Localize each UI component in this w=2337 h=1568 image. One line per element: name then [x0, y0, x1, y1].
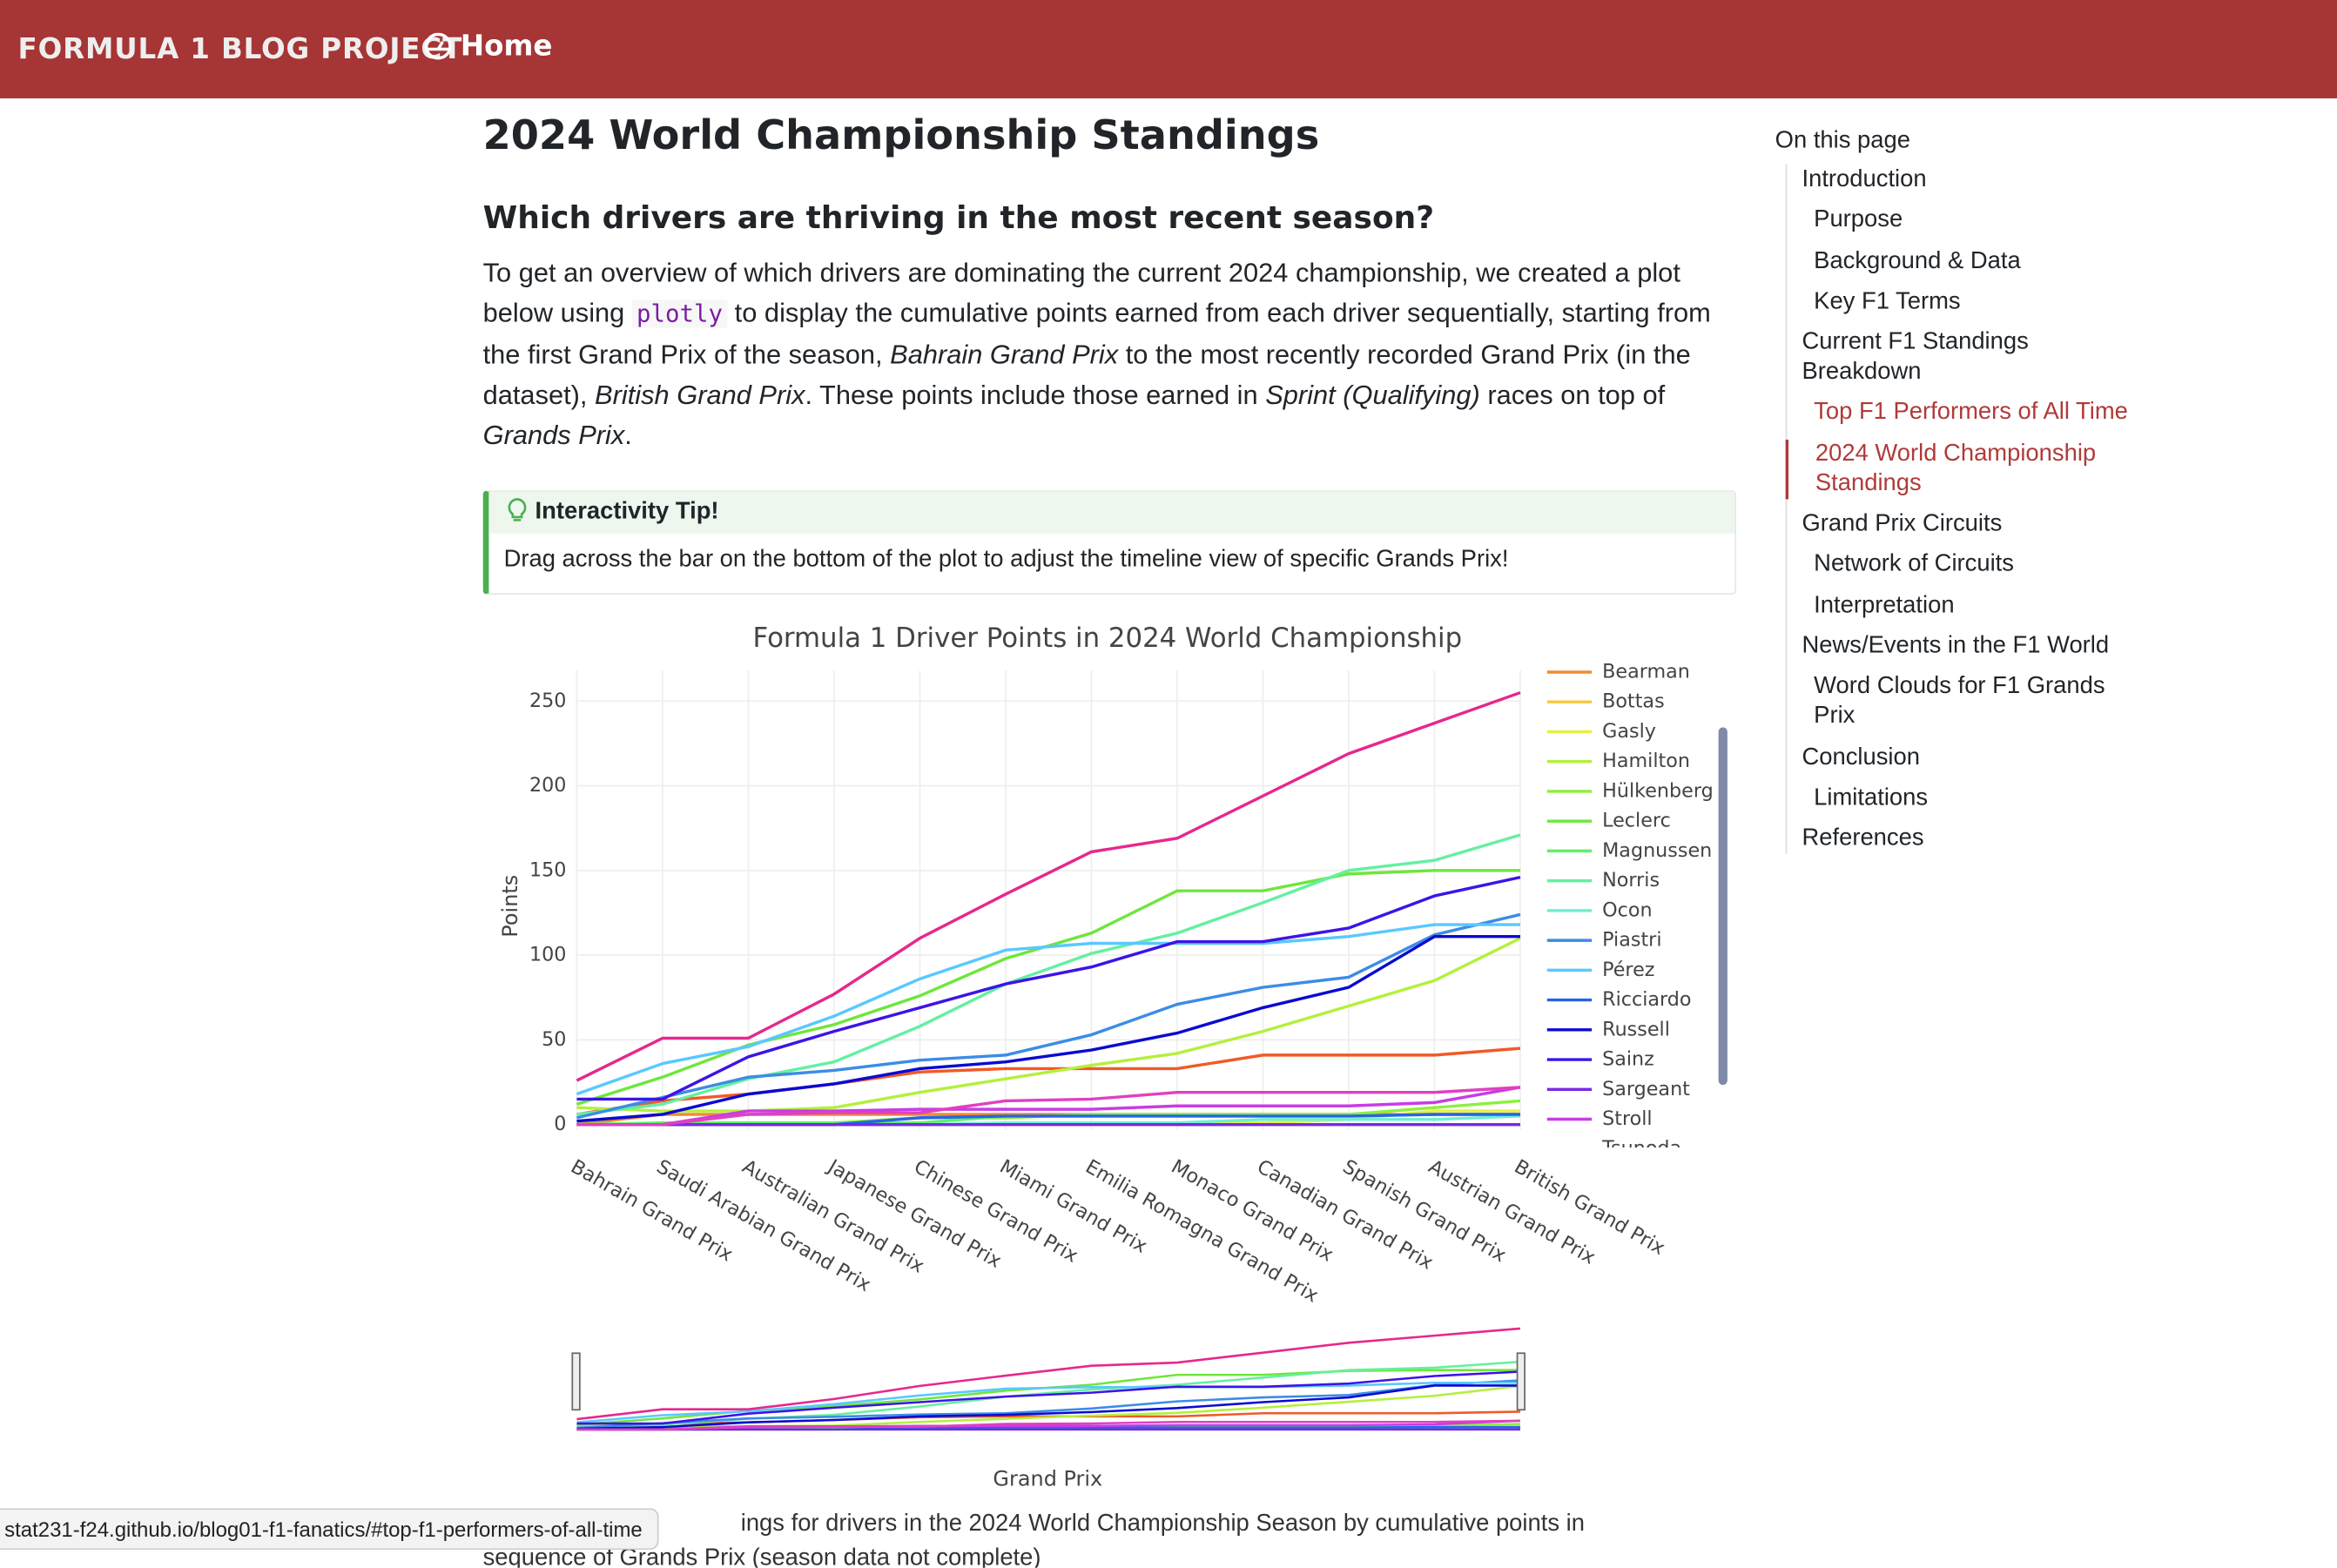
toc-link[interactable]: News/Events in the F1 World	[1802, 633, 2110, 659]
series-line	[576, 912, 1521, 1120]
y-tick-label: 250	[529, 690, 566, 712]
emphasis: Grands Prix	[482, 421, 625, 451]
y-tick-label: 150	[529, 858, 566, 881]
text: To get an overview of which drivers are …	[482, 258, 1680, 329]
legend-label[interactable]: Gasly	[1602, 720, 1656, 743]
x-axis-title: Grand Prix	[993, 1467, 1102, 1491]
page-title: 2024 World Championship Standings	[482, 113, 1320, 160]
home-icon	[424, 32, 452, 60]
text: races on top of	[1479, 380, 1666, 410]
text: . These points include those earned in	[805, 380, 1266, 410]
text: to display the cumulative points earned …	[482, 298, 1711, 369]
legend-scrollbar[interactable]	[1718, 727, 1727, 1086]
plot-area	[576, 690, 1521, 1127]
caption: ings for drivers in the 2024 World Champ…	[483, 1507, 1735, 1568]
toc-link[interactable]: Word Clouds for F1 Grands Prix	[1814, 674, 2105, 730]
legend-label[interactable]: Tsunoda	[1601, 1137, 1681, 1160]
caption-line: ings for drivers in the 2024 World Champ…	[740, 1511, 1585, 1537]
series-line	[576, 1046, 1521, 1116]
y-axis-title: Points	[498, 875, 522, 938]
legend-label[interactable]: Sainz	[1602, 1048, 1654, 1071]
emphasis: Sprint (Qualifying)	[1265, 380, 1480, 410]
code: plotly	[631, 300, 728, 329]
slider-handle[interactable]	[1516, 1352, 1525, 1411]
legend-label[interactable]: Ocon	[1602, 898, 1652, 921]
series-line	[576, 690, 1521, 1082]
legend-label[interactable]: Russell	[1602, 1018, 1670, 1040]
toc-link[interactable]: Interpretation	[1814, 592, 1955, 618]
toc-link[interactable]: 2024 World Championship Standings	[1785, 439, 2139, 500]
y-tick-label: 100	[529, 944, 566, 966]
home-text: Home	[460, 30, 553, 63]
legend-label[interactable]: Ricciardo	[1602, 988, 1691, 1011]
bulb-icon	[508, 498, 527, 522]
legend-label[interactable]: Magnussen	[1602, 839, 1712, 862]
slider-handle[interactable]	[571, 1352, 581, 1411]
chart-title: Formula 1 Driver Points in 2024 World Ch…	[752, 622, 1462, 654]
legend-label[interactable]: Pérez	[1602, 959, 1654, 981]
home-link[interactable]: Home	[424, 30, 553, 63]
series-line	[576, 1384, 1520, 1430]
callout-header: Interactivity Tip!	[488, 491, 1735, 534]
toc: On this page Introduction Purpose Backgrou…	[1775, 128, 2148, 865]
series-line	[576, 875, 1521, 1101]
navbar: FORMULA 1 BLOG PROJECT Home	[0, 0, 2337, 98]
x-tick-label: Bahrain Grand Prix	[567, 1155, 737, 1267]
toc-link[interactable]: Purpose	[1814, 207, 1903, 233]
toc-link[interactable]: Introduction	[1802, 166, 1927, 192]
emphasis: British Grand Prix	[595, 380, 805, 410]
series-line	[576, 1327, 1521, 1421]
series-line	[576, 937, 1521, 1113]
legend-label[interactable]: Leclerc	[1602, 810, 1671, 832]
legend-label[interactable]: Hülkenberg	[1602, 779, 1714, 802]
toc-link[interactable]: Conclusion	[1802, 744, 1920, 771]
legend-label[interactable]: Sargeant	[1602, 1078, 1690, 1100]
callout: Interactivity Tip! Drag across the bar o…	[482, 490, 1737, 595]
legend-label[interactable]: Stroll	[1602, 1107, 1652, 1130]
toc-link[interactable]: Current F1 Standings Breakdown	[1802, 329, 2029, 385]
legend-label[interactable]: Norris	[1602, 869, 1660, 892]
status-bar: stat231-f24.github.io/blog01-f1-fanatics…	[0, 1508, 659, 1551]
y-tick-label: 200	[529, 774, 566, 797]
callout-text: Drag across the bar on the bottom of the…	[503, 547, 1509, 573]
series-line	[576, 833, 1521, 1116]
legend[interactable]: Bearman Bottas Gasly Hamilton Hülkenberg Lecl…	[1546, 660, 1714, 1160]
series-line	[576, 934, 1520, 1123]
series-line	[576, 1379, 1521, 1430]
toc-list: Introduction Purpose Background & Data Key …	[1785, 164, 2148, 855]
y-tick-label: 50	[542, 1028, 566, 1051]
emphasis: Bahrain Grand Prix	[890, 339, 1119, 369]
range-slider[interactable]	[576, 1326, 1521, 1434]
legend-label[interactable]: Piastri	[1602, 929, 1661, 952]
legend-label[interactable]: Hamilton	[1602, 750, 1690, 772]
toc-link[interactable]: Network of Circuits	[1814, 551, 2014, 578]
toc-link[interactable]: Key F1 Terms	[1814, 288, 1961, 314]
brand[interactable]: FORMULA 1 BLOG PROJECT	[17, 32, 463, 66]
series-line	[576, 1419, 1520, 1431]
callout-title: Interactivity Tip!	[535, 499, 719, 525]
chart[interactable]: Formula 1 Driver Points in 2024 World Ch…	[483, 603, 1735, 1497]
toc-link[interactable]: Top F1 Performers of All Time	[1814, 400, 2128, 426]
series-line	[576, 1086, 1521, 1127]
intro-paragraph: To get an overview of which drivers are …	[483, 253, 1735, 457]
text: .	[624, 421, 632, 451]
legend-label[interactable]: Bottas	[1602, 690, 1665, 713]
section-title: Which drivers are thriving in the most r…	[482, 199, 1435, 236]
series-line	[576, 1086, 1521, 1127]
legend-label[interactable]: Bearman	[1602, 660, 1690, 683]
toc-title: On this page	[1775, 128, 1910, 154]
series-line	[576, 1381, 1520, 1423]
series-line	[576, 1370, 1521, 1425]
toc-link[interactable]: References	[1802, 825, 1924, 851]
y-tick-label: 0	[554, 1113, 566, 1135]
toc-link[interactable]: Grand Prix Circuits	[1802, 511, 2003, 537]
toc-link[interactable]: Background & Data	[1814, 248, 2021, 274]
series-line	[576, 923, 1520, 1096]
caption-line: sequence of Grands Prix (season data not…	[482, 1545, 1041, 1568]
toc-link[interactable]: Limitations	[1814, 784, 1929, 811]
text: to the most recently recorded Grand Prix…	[482, 339, 1691, 410]
